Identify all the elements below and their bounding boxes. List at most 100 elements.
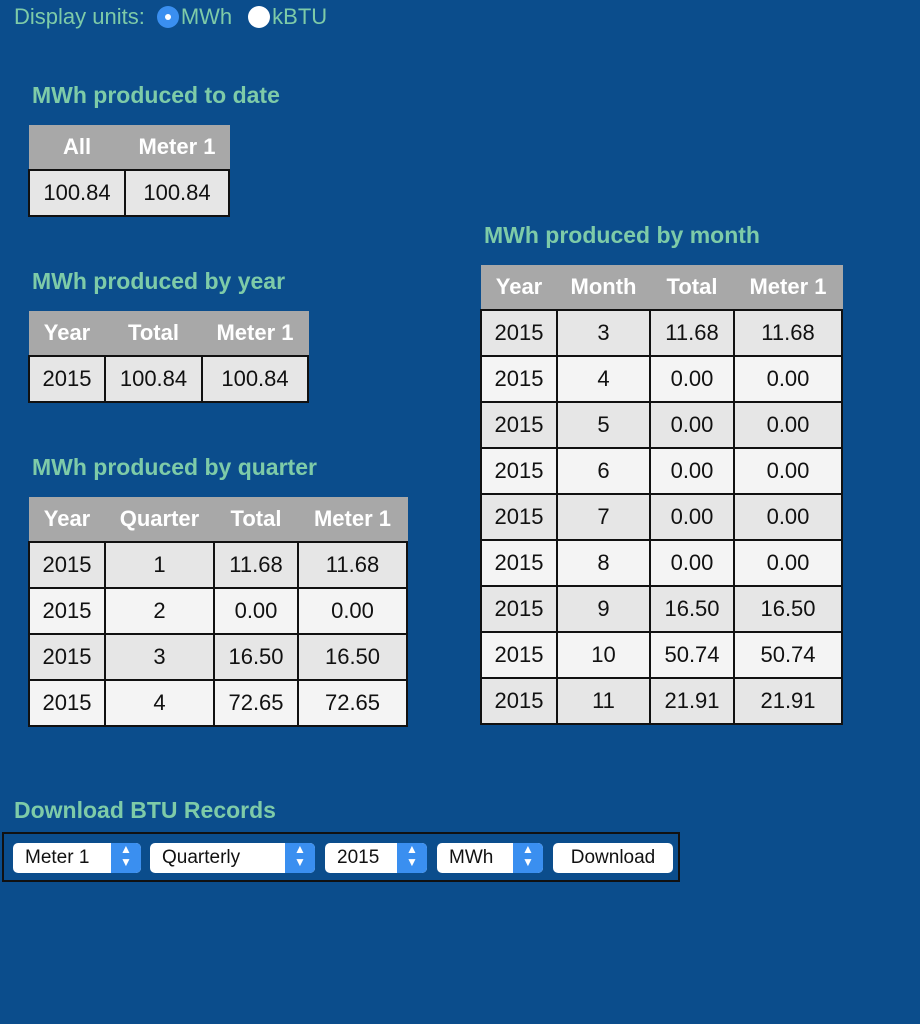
table-cell: 2015 xyxy=(28,540,106,589)
unit-select-value: MWh xyxy=(449,847,494,868)
table-cell: 21.91 xyxy=(649,676,735,725)
table-cell: 2015 xyxy=(480,400,558,449)
table-cell: 0.00 xyxy=(649,492,735,541)
download-title: Download BTU Records xyxy=(14,797,276,823)
table-cell: 11.68 xyxy=(649,308,735,357)
table-row: 2015 5 0.00 0.00 xyxy=(480,400,843,449)
table-cell: 16.50 xyxy=(297,632,408,681)
table-row: 2015 7 0.00 0.00 xyxy=(480,492,843,541)
by-quarter-table: Year Quarter Total Meter 1 2015 1 11.68 11.68 20… xyxy=(28,497,408,727)
table-cell: 0.00 xyxy=(649,354,735,403)
table-cell: 2015 xyxy=(480,630,558,679)
by-year-title: MWh produced by year xyxy=(32,268,286,294)
chevron-updown-icon: ▲ ▼ xyxy=(285,843,315,873)
to-date-title: MWh produced to date xyxy=(32,82,280,108)
column-header: Total xyxy=(213,497,299,542)
table-row: 2015 3 11.68 11.68 xyxy=(480,308,843,357)
table-row: 2015 4 0.00 0.00 xyxy=(480,354,843,403)
column-header: Year xyxy=(28,497,106,542)
year-select[interactable]: 2015 ▲ ▼ xyxy=(325,843,427,873)
table-cell: 6 xyxy=(556,446,651,495)
table-row: 2015 8 0.00 0.00 xyxy=(480,538,843,587)
table-cell: 100.84 xyxy=(124,168,230,217)
table-cell: 0.00 xyxy=(649,446,735,495)
table-cell: 2015 xyxy=(480,676,558,725)
table-cell: 100.84 xyxy=(28,168,126,217)
table-cell: 2015 xyxy=(28,678,106,727)
table-cell: 0.00 xyxy=(733,354,843,403)
table-cell: 2015 xyxy=(28,586,106,635)
to-date-table: All Meter 1 100.84 100.84 xyxy=(28,125,230,217)
meter-select[interactable]: Meter 1 ▲ ▼ xyxy=(13,843,141,873)
table-cell: 4 xyxy=(556,354,651,403)
table-cell: 72.65 xyxy=(297,678,408,727)
column-header: Month xyxy=(556,265,651,310)
table-cell: 3 xyxy=(104,632,215,681)
table-cell: 0.00 xyxy=(733,400,843,449)
table-cell: 0.00 xyxy=(649,538,735,587)
table-cell: 0.00 xyxy=(649,400,735,449)
table-cell: 8 xyxy=(556,538,651,587)
table-cell: 16.50 xyxy=(733,584,843,633)
table-cell: 100.84 xyxy=(104,354,203,403)
kbtu-label[interactable]: kBTU xyxy=(272,4,328,29)
table-cell: 0.00 xyxy=(297,586,408,635)
table-cell: 2015 xyxy=(28,632,106,681)
column-header: Total xyxy=(104,311,203,356)
kbtu-radio[interactable] xyxy=(248,6,271,28)
table-row: 2015 1 11.68 11.68 xyxy=(28,540,408,589)
mwh-label[interactable]: MWh xyxy=(180,4,233,29)
table-row: 100.84 100.84 xyxy=(28,168,230,217)
download-form: Meter 1 ▲ ▼ Quarterly ▲ ▼ 2015 ▲ ▼ MWh ▲ ▼ D… xyxy=(2,832,680,882)
table-row: 2015 10 50.74 50.74 xyxy=(480,630,843,679)
chevron-updown-icon: ▲ ▼ xyxy=(513,843,543,873)
year-select-value: 2015 xyxy=(337,847,380,868)
column-header: All xyxy=(28,125,126,170)
unit-select[interactable]: MWh ▲ ▼ xyxy=(437,843,543,873)
table-cell: 11.68 xyxy=(733,308,843,357)
table-cell: 0.00 xyxy=(733,446,843,495)
column-header: Meter 1 xyxy=(124,125,230,170)
table-cell: 50.74 xyxy=(649,630,735,679)
chevron-updown-icon: ▲ ▼ xyxy=(111,843,141,873)
table-cell: 0.00 xyxy=(733,492,843,541)
table-header-row: Year Quarter Total Meter 1 xyxy=(28,497,408,542)
table-cell: 7 xyxy=(556,492,651,541)
table-cell: 16.50 xyxy=(213,632,299,681)
table-cell: 0.00 xyxy=(213,586,299,635)
table-cell: 72.65 xyxy=(213,678,299,727)
table-cell: 21.91 xyxy=(733,676,843,725)
column-header: Total xyxy=(649,265,735,310)
download-button[interactable]: Download xyxy=(553,843,673,873)
table-cell: 3 xyxy=(556,308,651,357)
column-header: Meter 1 xyxy=(733,265,843,310)
table-cell: 2015 xyxy=(480,446,558,495)
table-row: 2015 6 0.00 0.00 xyxy=(480,446,843,495)
by-quarter-title: MWh produced by quarter xyxy=(32,454,317,480)
column-header: Year xyxy=(480,265,558,310)
table-header-row: Year Month Total Meter 1 xyxy=(480,265,843,310)
table-cell: 2015 xyxy=(480,492,558,541)
table-row: 2015 4 72.65 72.65 xyxy=(28,678,408,727)
table-cell: 0.00 xyxy=(733,538,843,587)
column-header: Meter 1 xyxy=(297,497,408,542)
display-units-label: Display units: xyxy=(14,4,145,29)
by-month-title: MWh produced by month xyxy=(484,222,760,248)
mwh-radio[interactable] xyxy=(156,6,179,28)
table-cell: 2015 xyxy=(480,308,558,357)
table-row: 2015 11 21.91 21.91 xyxy=(480,676,843,725)
period-select[interactable]: Quarterly ▲ ▼ xyxy=(150,843,315,873)
table-cell: 2 xyxy=(104,586,215,635)
period-select-value: Quarterly xyxy=(162,847,241,868)
table-cell: 5 xyxy=(556,400,651,449)
table-cell: 1 xyxy=(104,540,215,589)
table-cell: 10 xyxy=(556,630,651,679)
table-cell: 4 xyxy=(104,678,215,727)
column-header: Meter 1 xyxy=(201,311,309,356)
column-header: Quarter xyxy=(104,497,215,542)
by-month-table: Year Month Total Meter 1 2015 3 11.68 11.68 2015… xyxy=(480,265,843,725)
table-row: 2015 100.84 100.84 xyxy=(28,354,309,403)
table-row: 2015 2 0.00 0.00 xyxy=(28,586,408,635)
table-row: 2015 3 16.50 16.50 xyxy=(28,632,408,681)
table-cell: 9 xyxy=(556,584,651,633)
